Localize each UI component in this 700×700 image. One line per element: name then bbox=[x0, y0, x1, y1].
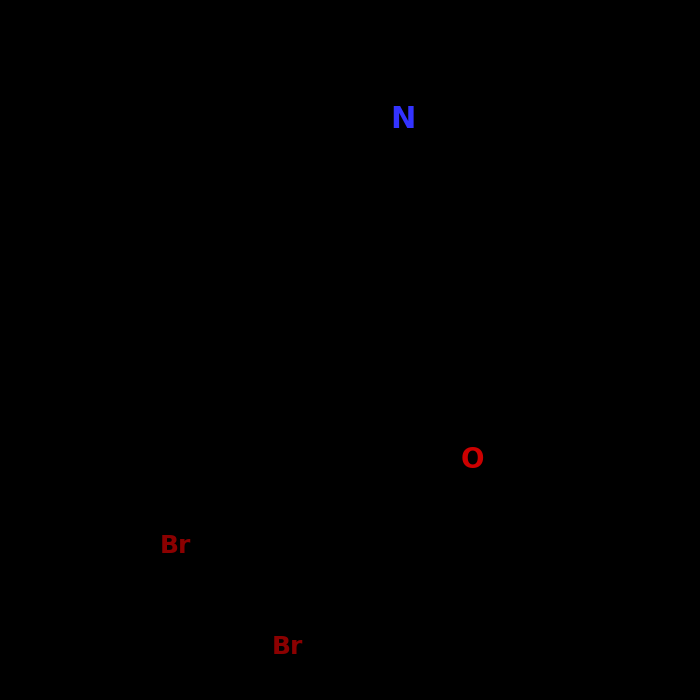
Text: Br: Br bbox=[160, 534, 190, 558]
Text: Br: Br bbox=[272, 636, 302, 659]
Text: O: O bbox=[460, 447, 484, 475]
Text: N: N bbox=[390, 104, 415, 134]
